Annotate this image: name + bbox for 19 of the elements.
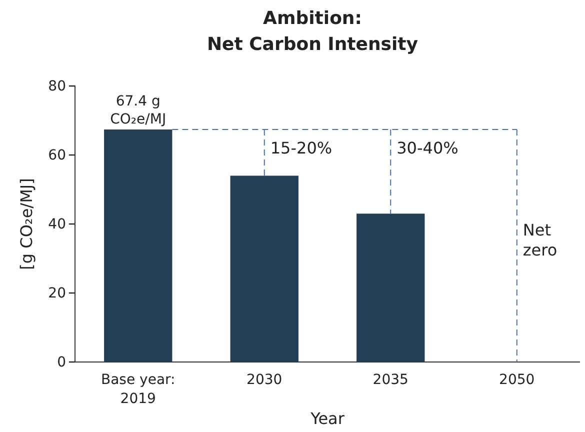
x-tick-label: Base year: 2019	[101, 372, 176, 407]
bar	[356, 214, 425, 362]
y-tick-label: 80	[48, 78, 66, 94]
ref-line-label: Net zero	[522, 220, 558, 260]
x-tick-label: 2035	[372, 372, 408, 388]
x-tick-label: 2030	[246, 372, 282, 388]
bar	[230, 176, 298, 362]
annotation: 30-40%	[396, 138, 458, 158]
y-tick-label: 40	[48, 216, 66, 232]
chart-title: Ambition: Net Carbon Intensity	[206, 8, 418, 55]
y-tick-label: 20	[48, 285, 66, 302]
y-tick-label: 60	[48, 147, 66, 164]
data-label: 67.4 g CO₂e/MJ	[110, 93, 166, 128]
annotation: 15-20%	[270, 138, 332, 158]
x-tick-label: 2050	[499, 372, 535, 388]
y-axis-title: [g CO₂e/MJ]	[17, 178, 36, 270]
bar	[104, 129, 172, 362]
y-tick-label: 0	[57, 354, 66, 370]
x-axis-title: Year	[310, 409, 345, 428]
